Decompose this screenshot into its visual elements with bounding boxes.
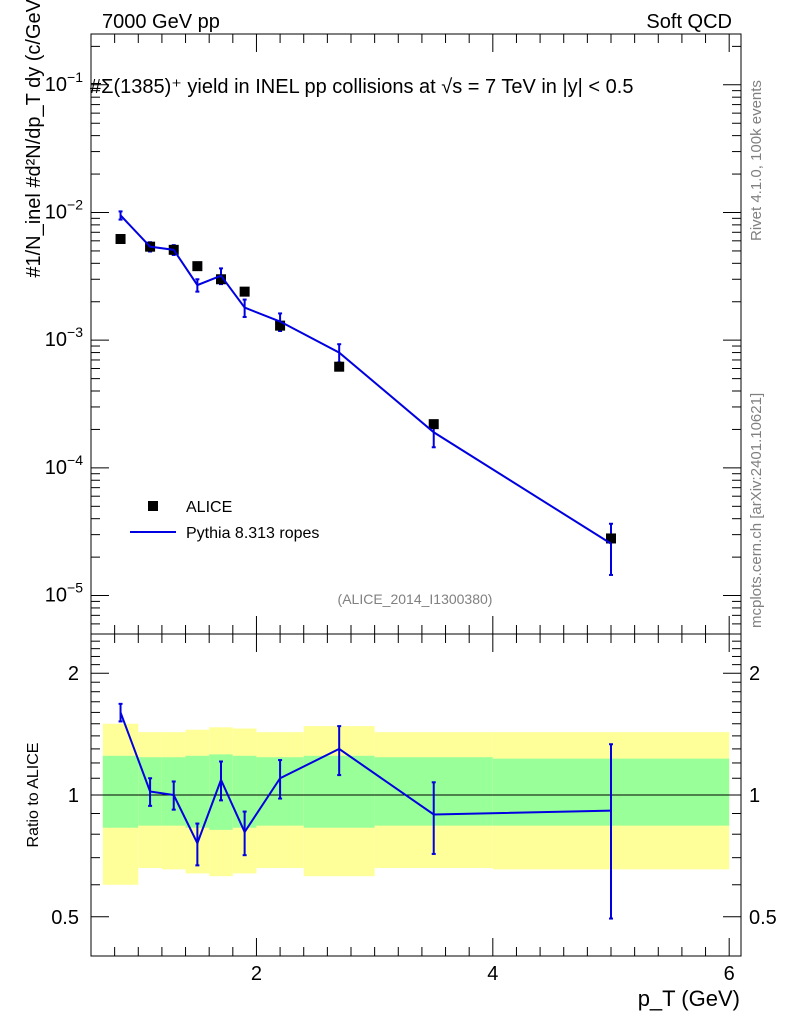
ratio-y-tick-label: 0.5 <box>51 907 79 929</box>
ratio-y-tick-label-right: 0.5 <box>749 907 777 929</box>
ratio-y-tick-label-right: 2 <box>749 663 760 685</box>
x-tick-label: 4 <box>487 963 498 985</box>
alice-point <box>216 274 226 285</box>
ratio-y-tick-label: 2 <box>68 663 79 685</box>
mcplots-label: mcplots.cern.ch [arXiv:2401.10621] <box>748 393 765 628</box>
ratio-panel: 2 4 6 0.5 0.5 1 1 2 2 Ratio to ALICE p_T (GeV) <box>25 633 777 1011</box>
legend-marker-alice <box>148 501 158 511</box>
main-y-tick-label: 10−3 <box>45 324 83 351</box>
x-tick-label: 2 <box>251 963 262 985</box>
ratio-series-line <box>119 712 612 846</box>
plot-title: #Σ(1385)⁺ yield in INEL pp collisions at… <box>90 76 633 98</box>
y-axis-label: #1/N_inel #d²N/dp_T dy (c/GeV) <box>23 0 45 278</box>
main-frame <box>90 33 742 635</box>
ratio-y-axis-label: Ratio to ALICE <box>25 743 42 848</box>
header-left: 7000 GeV pp <box>102 11 220 33</box>
alice-point <box>239 286 250 297</box>
main-y-tick-label: 10−2 <box>45 196 83 223</box>
x-axis-label: p_T (GeV) <box>638 986 740 1011</box>
x-tick-label: 6 <box>724 963 735 985</box>
alice-point <box>606 533 616 544</box>
alice-point <box>192 261 203 272</box>
alice-point <box>334 361 345 372</box>
alice-point <box>428 419 439 430</box>
header-right: Soft QCD <box>646 11 732 33</box>
legend-label-pythia: Pythia 8.313 ropes <box>186 525 319 542</box>
main-panel: 10−1 10−2 10−3 10−4 10−5 #Σ(1385)⁺ yield in … <box>23 0 742 635</box>
main-y-tick-label: 10−1 <box>45 69 83 96</box>
alice-point <box>275 320 286 331</box>
rivet-label: Rivet 4.1.0, 100k events <box>748 80 765 241</box>
watermark: (ALICE_2014_I1300380) <box>338 591 493 607</box>
main-y-tick-label: 10−5 <box>45 580 83 607</box>
ratio-band-inner <box>185 755 210 828</box>
alice-point <box>115 234 126 245</box>
main-y-tick-label: 10−4 <box>45 452 83 479</box>
ratio-y-tick-label-right: 1 <box>749 785 760 807</box>
ratio-band-inner <box>102 755 139 828</box>
mc-series-line <box>119 214 612 545</box>
legend-label-alice: ALICE <box>186 499 232 516</box>
ratio-y-tick-label: 1 <box>68 785 79 807</box>
ratio-band-inner <box>232 755 257 828</box>
